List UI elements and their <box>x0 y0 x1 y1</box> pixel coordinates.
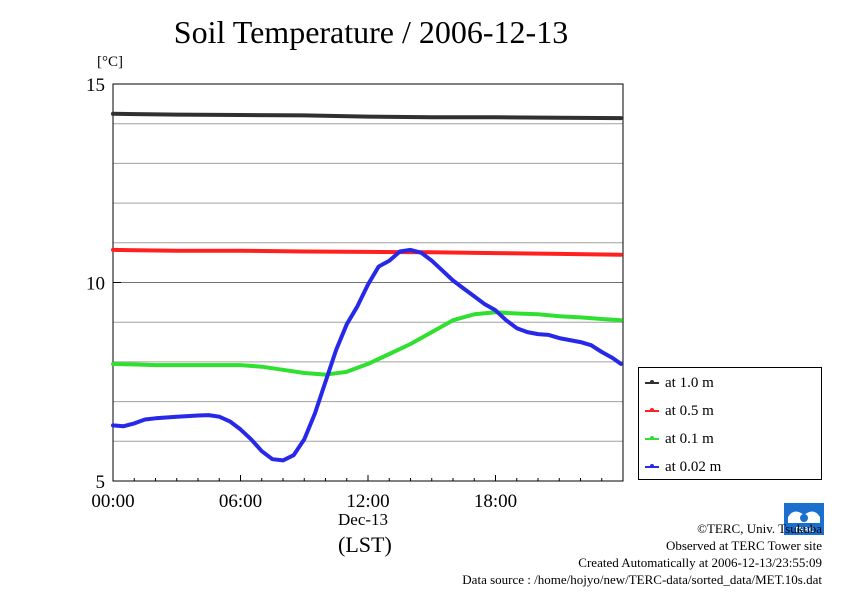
legend-label-05m: at 0.5 m <box>665 402 714 419</box>
legend-label-002m: at 0.02 m <box>665 458 722 475</box>
x-date-label: Dec-13 <box>338 510 389 529</box>
credit-copyright: ©TERC, Univ. Tsukuba <box>697 521 822 536</box>
series-line-3 <box>111 247 623 463</box>
credit-source: Data source : /home/hojyo/new/TERC-data/… <box>462 572 822 587</box>
series-line-0 <box>111 111 623 121</box>
y-unit-label: [°C] <box>97 54 123 70</box>
legend-item-002m: at 0.02 m <box>645 457 721 477</box>
series-line-2 <box>111 310 623 377</box>
legend-item-05m: at 0.5 m <box>645 401 714 421</box>
legend-swatch-05m <box>645 408 659 412</box>
credit-created: Created Automatically at 2006-12-13/23:5… <box>578 555 822 570</box>
legend-swatch-01m <box>645 436 659 440</box>
x-tick-label: 18:00 <box>474 491 517 512</box>
series-line-1 <box>111 247 623 257</box>
chart-legend: at 1.0 m at 0.5 m at 0.1 m at 0.02 m <box>638 367 822 480</box>
legend-item-1m: at 1.0 m <box>645 373 714 393</box>
legend-swatch-002m <box>645 464 659 468</box>
legend-swatch-1m <box>645 380 659 384</box>
y-tick-label: 5 <box>96 472 106 493</box>
y-tick-label: 10 <box>86 274 105 295</box>
logo-text: TERC <box>794 526 814 534</box>
x-tick-label: 06:00 <box>219 491 262 512</box>
chart-title: Soil Temperature / 2006-12-13 <box>173 14 569 50</box>
x-tick-label: 12:00 <box>346 491 389 512</box>
x-axis-label: (LST) <box>338 532 392 557</box>
legend-item-01m: at 0.1 m <box>645 429 714 449</box>
legend-label-1m: at 1.0 m <box>665 374 714 391</box>
credit-site: Observed at TERC Tower site <box>665 538 822 553</box>
credits-block: ©TERC, Univ. Tsukuba Observed at TERC To… <box>462 520 822 588</box>
x-tick-label: 00:00 <box>91 491 134 512</box>
logo-drop <box>800 514 808 522</box>
y-tick-label: 15 <box>86 75 105 96</box>
terc-logo: TERC <box>784 503 824 535</box>
legend-label-01m: at 0.1 m <box>665 430 714 447</box>
